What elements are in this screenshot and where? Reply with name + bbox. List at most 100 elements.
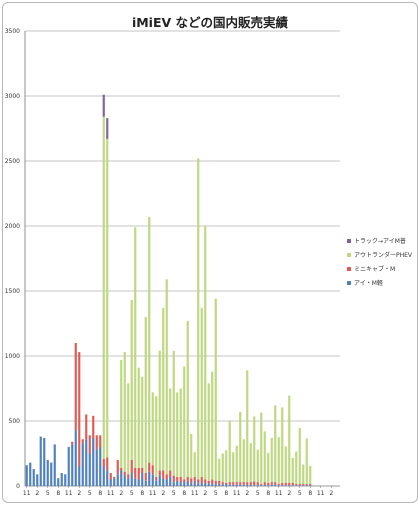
legend-label: トラック→アイM普 (354, 237, 406, 245)
bar-segment (249, 443, 252, 483)
bar-segment (295, 485, 298, 486)
bar-segment (88, 435, 91, 454)
bar-segment (113, 478, 116, 486)
bar-segment (305, 485, 308, 486)
bar-segment (225, 450, 228, 483)
bar-segment (109, 479, 112, 486)
bar-segment (116, 474, 119, 486)
bar-segment (274, 482, 277, 485)
y-axis-ticks: 0 500 1000 1500 2000 2500 3000 3500 (5, 28, 20, 490)
bar-segment (102, 458, 105, 467)
bar-segment (109, 473, 112, 480)
bar-segment (239, 411, 242, 483)
bar-segment (172, 475, 175, 483)
x-tick-label: 11 (23, 490, 31, 497)
bar-segment (120, 467, 123, 471)
bar-segment (281, 407, 284, 483)
bar-segment (165, 279, 168, 475)
bar-segment (242, 439, 245, 483)
bar-segment (176, 480, 179, 486)
bar-segment (284, 482, 287, 486)
y-tick-label: 0 (16, 483, 20, 490)
legend-label: アイ・M軽 (354, 279, 383, 287)
bar-segment (102, 466, 105, 486)
bar-segment (221, 484, 224, 486)
bar-segment (270, 482, 273, 485)
y-tick-label: 3000 (5, 93, 20, 100)
bar-segment (123, 352, 126, 472)
bar-segment (305, 484, 308, 486)
bar-segment (78, 352, 81, 467)
bar-segment (200, 482, 203, 486)
bar-segment (25, 465, 28, 486)
bar-segment (179, 476, 182, 483)
x-tick-label: 8 (140, 490, 144, 497)
bar-segment (169, 476, 172, 486)
bar-segment (151, 392, 154, 466)
x-tick-label: 11 (233, 490, 241, 497)
bar-segment (102, 116, 105, 459)
bar-segment (298, 484, 301, 486)
bar-segment (144, 317, 147, 473)
bar-segment (144, 480, 147, 486)
x-tick-label: 2 (329, 490, 333, 497)
bar-segment (116, 460, 119, 475)
bar-segment (99, 435, 102, 447)
legend-swatch (347, 281, 351, 285)
bar-segment (137, 467, 140, 480)
bar-segment (120, 359, 123, 468)
bar-segment (274, 484, 277, 486)
y-tick-label: 2000 (5, 223, 20, 230)
bar-segment (144, 473, 147, 481)
bar-segment (193, 476, 196, 481)
bar-segment (134, 467, 137, 479)
bar-segment (141, 467, 144, 473)
bar-segment (29, 462, 32, 486)
bar-segment (295, 484, 298, 486)
bar-segment (284, 485, 287, 486)
bar-segment (123, 475, 126, 486)
bar-segment (92, 437, 95, 486)
bar-segment (239, 482, 242, 485)
bar-segment (221, 482, 224, 485)
bar-segment (183, 482, 186, 486)
bar-segment (190, 478, 193, 484)
bar-segment (95, 449, 98, 486)
bar-segment (92, 415, 95, 438)
bar-segment (127, 478, 130, 486)
bar-segment (64, 474, 67, 486)
bars (25, 94, 312, 486)
bar-segment (123, 471, 126, 476)
bar-segment (60, 473, 63, 486)
bar-segment (53, 444, 56, 486)
bar-segment (232, 484, 235, 486)
bar-segment (263, 431, 266, 483)
bar-segment (169, 388, 172, 471)
x-tick-label: 11 (191, 490, 199, 497)
legend-swatch (347, 239, 351, 243)
bar-segment (151, 474, 154, 486)
bar-segment (141, 473, 144, 486)
bar-segment (74, 343, 77, 431)
x-tick-label: 8 (182, 490, 186, 497)
bar-segment (197, 479, 200, 484)
bar-segment (155, 396, 158, 477)
bar-segment (162, 478, 165, 486)
bar-segment (137, 367, 140, 468)
x-tick-label: 5 (214, 490, 218, 497)
bar-segment (263, 484, 266, 486)
gridlines (24, 30, 340, 487)
bar-segment (249, 482, 252, 485)
bar-segment (155, 476, 158, 481)
x-tick-label: 2 (35, 490, 39, 497)
bar-segment (85, 414, 88, 440)
bar-segment (39, 436, 42, 486)
bar-segment (281, 482, 284, 486)
bar-segment (232, 452, 235, 483)
bar-segment (102, 94, 105, 117)
bar-segment (235, 445, 238, 483)
bar-segment (176, 392, 179, 477)
bar-segment (253, 481, 256, 486)
bar-segment (249, 484, 252, 486)
